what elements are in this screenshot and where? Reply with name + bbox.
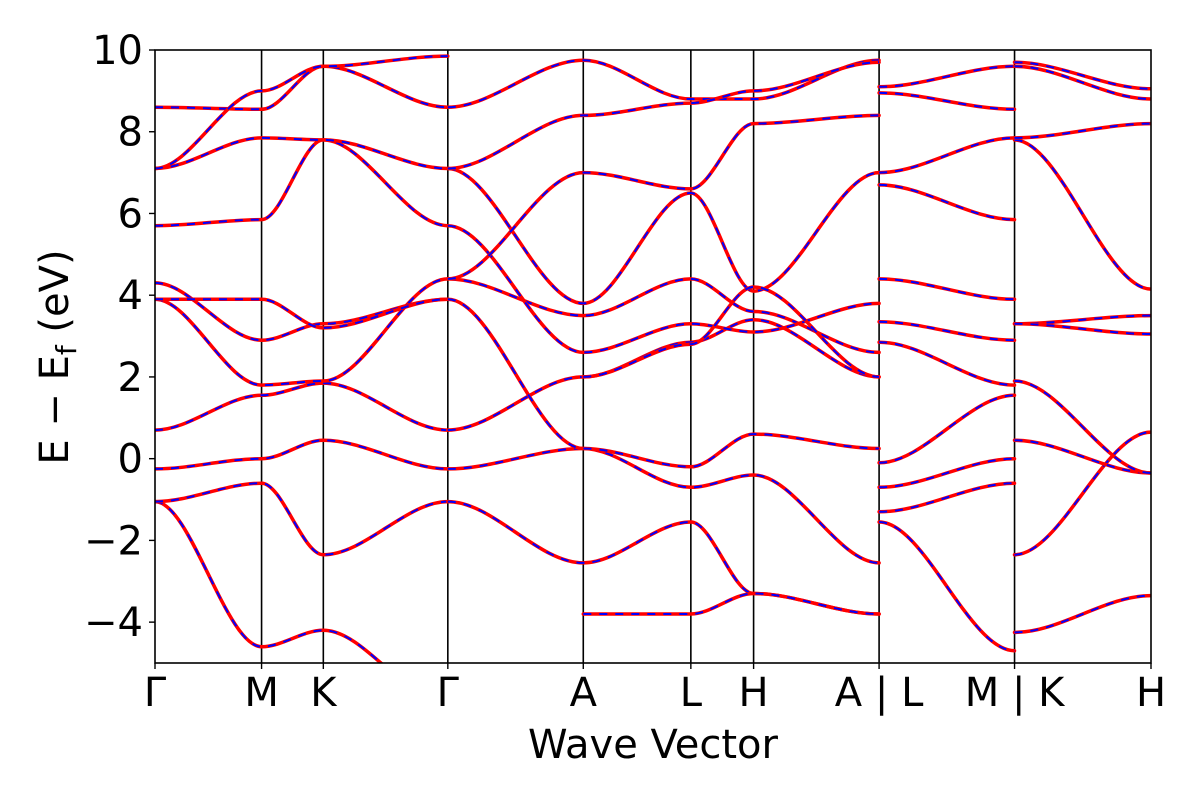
band-line-dashed	[155, 439, 448, 470]
band-line-dashed	[1014, 314, 1151, 325]
band-line-dashed	[583, 285, 880, 378]
band-line-dashed	[447, 114, 880, 280]
band-line-dashed	[879, 394, 1015, 464]
band-line-dashed	[1014, 61, 1151, 90]
band-line-dashed	[879, 65, 1015, 88]
band-line-dashed	[583, 592, 880, 616]
band-line-dashed	[155, 298, 448, 329]
x-tick-label: Γ	[144, 670, 167, 716]
y-axis-label-subscript: f	[50, 344, 83, 355]
x-tick-label: K	[310, 670, 338, 716]
y-axis-label-unit: (eV)	[32, 249, 78, 345]
x-tick-label: A | L	[835, 670, 924, 716]
band-line-dashed	[879, 341, 1015, 387]
y-tick-label: 10	[92, 28, 143, 74]
band-line-dashed	[155, 500, 383, 663]
y-axis-label-main: E − E	[32, 355, 78, 465]
band-line	[446, 446, 881, 565]
band-line-dashed	[447, 167, 880, 305]
y-tick-label: −4	[84, 600, 143, 646]
x-tick-label: L	[680, 670, 703, 716]
y-tick-label: 2	[118, 355, 143, 401]
band-lines	[155, 54, 1151, 663]
band-line-dashed	[1014, 122, 1151, 139]
band-line-dashed	[1014, 439, 1151, 474]
x-tick-label: M | K	[965, 670, 1066, 716]
band-line-dashed	[879, 91, 1015, 111]
band-line-dashed	[1014, 138, 1151, 291]
band-line-dashed	[155, 65, 448, 111]
x-tick-label: M	[244, 670, 279, 716]
band-line-dashed	[155, 55, 448, 170]
band-line-dashed	[879, 136, 1015, 174]
band-line	[155, 138, 450, 228]
x-tick-label: A	[570, 670, 598, 716]
high-symmetry-lines	[260, 50, 1016, 663]
band-line	[446, 297, 881, 469]
band-line	[155, 277, 450, 387]
band-line	[446, 60, 881, 171]
y-tick-label: −2	[84, 518, 143, 564]
x-tick-label: H	[739, 670, 769, 716]
band-line-dashed	[1014, 431, 1151, 556]
band-line-dashed	[155, 382, 448, 432]
x-tick-label: Γ	[437, 670, 460, 716]
band-line-dashed	[879, 320, 1015, 342]
y-axis-ticks: −4 −2 0 2 4 6 8 10	[84, 28, 155, 646]
band-line-dashed	[1014, 380, 1151, 474]
band-line-dashed	[1014, 65, 1151, 100]
band-line	[155, 481, 450, 557]
x-tick-label: H	[1136, 670, 1166, 716]
y-tick-label: 8	[118, 110, 143, 156]
x-axis-label: Wave Vector	[528, 722, 779, 768]
y-axis-label: E − Ef (eV)	[32, 249, 83, 464]
band-line-dashed	[155, 136, 448, 170]
band-line-dashed	[879, 482, 1015, 513]
band-line-dashed	[447, 318, 880, 432]
band-line-dashed	[879, 277, 1015, 301]
band-line-dashed	[879, 457, 1015, 489]
y-tick-label: 6	[118, 191, 143, 237]
band-line-dashed	[879, 183, 1015, 221]
band-line-dashed	[1014, 594, 1151, 634]
y-tick-label: 4	[118, 273, 143, 319]
band-line-dashed	[447, 277, 880, 354]
band-line-dashed	[447, 224, 880, 354]
band-line-dashed	[879, 521, 1015, 652]
band-line-dashed	[447, 59, 880, 109]
plot-frame	[154, 49, 1152, 664]
band-line-dashed	[1014, 322, 1151, 335]
y-tick-label: 0	[118, 437, 143, 483]
